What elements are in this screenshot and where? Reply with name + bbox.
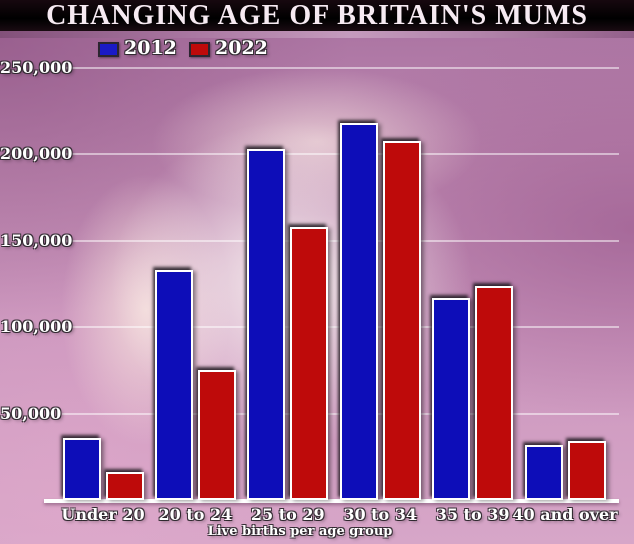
bar-2022-40-and-over [567,441,606,500]
legend-label-2012: 2012 [124,37,177,59]
bar-2022-30-to-34 [382,141,421,500]
y-axis-tick-label: 250,000 [0,58,73,77]
y-axis-tick-label: 100,000 [0,317,73,337]
x-axis-category-label: 25 to 29 [250,505,325,524]
title-divider-strip [0,31,634,38]
y-axis-tick-label: 50,000 [0,403,62,423]
bar-2012-under-20 [62,438,101,500]
bar-2022-20-to-24 [197,370,236,500]
bar-2022-under-20 [105,472,144,500]
bar-2012-35-to-39 [432,298,471,500]
page-title: CHANGING AGE OF BRITAIN'S MUMS [46,0,588,31]
bar-2012-40-and-over [524,445,563,500]
legend-swatch-2012 [98,42,119,57]
bar-2012-20-to-24 [154,270,193,500]
y-axis-tick-label: 200,000 [0,144,73,164]
bar-2012-30-to-34 [339,123,378,500]
x-axis-line [44,499,619,503]
x-axis-category-label: 30 to 34 [343,505,418,524]
x-axis-category-label: 35 to 39 [435,505,510,524]
y-axis-tick-label: 150,000 [0,230,73,250]
legend-swatch-2022 [189,42,210,57]
legend-label-2022: 2022 [215,37,268,59]
x-axis-category-label: 40 and over [512,505,618,524]
chart-legend: 2012 2022 [0,37,634,61]
bar-2012-25-to-29 [247,149,286,500]
x-axis-category-label: 20 to 24 [158,505,233,524]
gridline-250000 [62,67,619,69]
x-axis-title: Live births per age group [207,524,393,539]
x-axis-category-label: Under 20 [61,505,145,524]
title-bar: CHANGING AGE OF BRITAIN'S MUMS [0,0,634,31]
bar-2022-35-to-39 [475,286,514,500]
bar-2022-25-to-29 [290,227,329,500]
